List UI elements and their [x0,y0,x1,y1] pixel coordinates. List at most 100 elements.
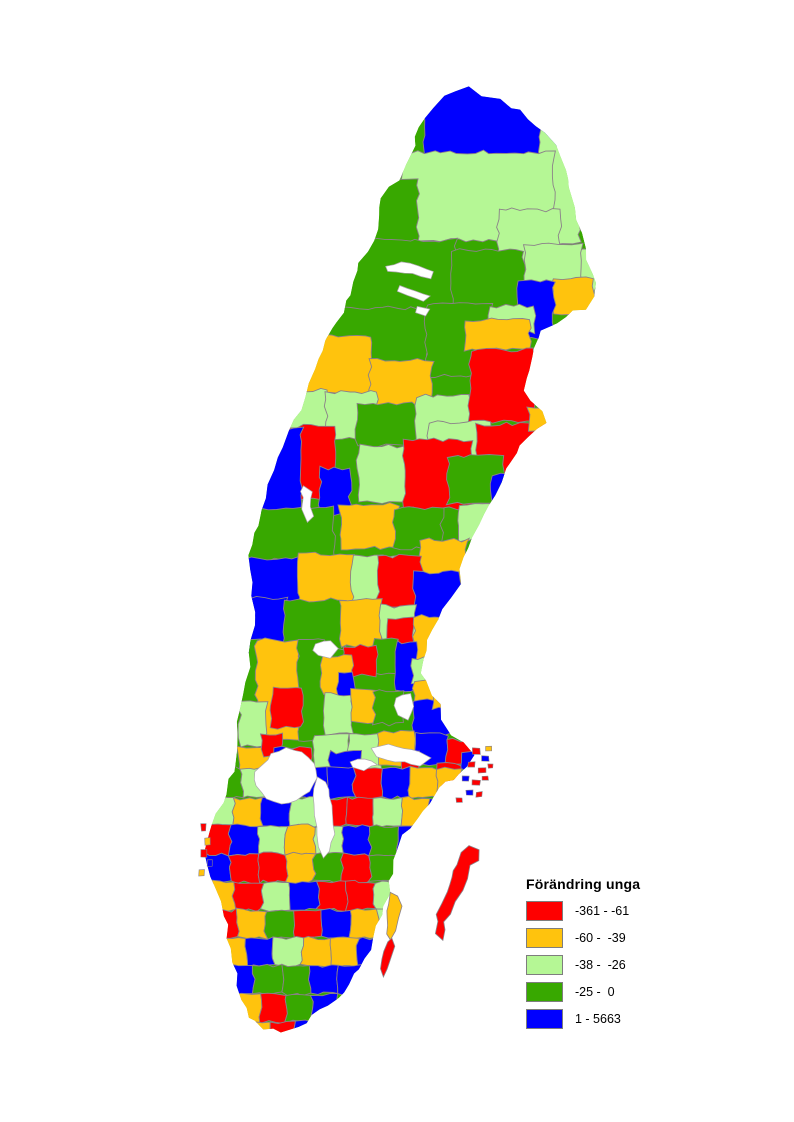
lake [385,261,434,280]
gotland-island [434,845,480,942]
legend-swatch [526,901,563,921]
municipality-cell [227,853,261,884]
municipality-cell [241,1020,273,1033]
municipality-cell [489,472,541,526]
municipality-cell [315,880,349,912]
lake [396,285,431,302]
municipality-cell [281,963,312,997]
coastal-islet [461,775,470,782]
municipality-cell [263,909,296,940]
coastal-islet [200,823,207,832]
municipality-cell [244,936,276,968]
municipality-cell [299,935,332,968]
municipality-cell [337,502,401,551]
municipality-cell [324,766,357,800]
coastal-islet [487,763,494,769]
municipality-cell [308,964,339,995]
lake [393,693,415,721]
coastal-islet [467,761,476,768]
municipality-cell [283,993,314,1025]
municipality-cell [322,692,355,737]
legend-row: -25 - 0 [526,982,706,1002]
coastal-islet [471,779,481,786]
legend-swatch [526,1009,563,1029]
municipality-cell [283,823,317,856]
municipality-cell [251,963,285,996]
municipality-cell [435,766,463,800]
lake [349,758,379,772]
legend-row: -60 - -39 [526,928,706,948]
municipality-cell [380,765,411,801]
municipality-cell [320,908,352,940]
oland-north-island [386,891,403,941]
municipality-cell [526,405,560,432]
municipality-cell [239,425,305,515]
coastal-islet [204,837,211,846]
municipality-cell [231,881,265,913]
municipality-cell [412,614,461,663]
municipality-cell [464,537,516,584]
municipality-cell [336,963,364,997]
municipality-cell [329,936,361,969]
municipality-cell [271,936,305,968]
legend-row: -361 - -61 [526,901,706,921]
municipality-cell [327,237,459,315]
municipality-cell [269,686,304,730]
municipality-cell [457,503,501,544]
legend-swatch [526,955,563,975]
municipality-cell [211,765,244,801]
municipality-cell [309,992,341,1025]
municipality-cell [427,797,452,828]
municipality-cell [407,765,439,800]
municipality-cell [467,347,536,424]
municipality-cell [257,851,289,885]
lake [415,305,431,317]
coastal-islet [485,745,493,752]
lake [253,747,318,805]
municipality-cell [223,964,256,995]
municipality-cell [257,825,289,856]
municipality-cell [215,937,249,969]
municipality-cell [367,824,399,857]
municipality-cell [204,879,237,912]
legend-swatch [526,982,563,1002]
municipality-cell [372,796,404,828]
municipality-cell [311,851,345,884]
municipality-cell [258,992,288,1025]
municipality-cell [288,880,321,911]
municipality-cell [284,851,317,885]
municipality-cell [410,655,444,685]
municipality-cell [351,766,384,801]
municipality-cell [293,1019,325,1033]
municipality-cell [340,852,373,885]
municipality-cell [431,685,465,711]
municipality-cell [207,907,240,940]
municipality-cell [241,505,336,563]
municipality-cell [345,796,375,828]
coastal-islet [455,797,463,803]
legend-label: -25 - 0 [575,985,615,999]
municipality-cell [395,852,420,884]
municipality-cell [355,936,380,969]
coastal-islet [206,859,213,867]
municipality-cell [348,908,381,940]
lake [300,485,315,524]
municipality-cell [232,992,263,1025]
coastal-islet [465,789,474,796]
municipality-cell [259,881,291,912]
municipality-cell [295,333,374,397]
legend-swatch [526,928,563,948]
municipality-cell [367,854,399,883]
legend-label: -60 - -39 [575,931,626,945]
municipality-cell [235,907,269,941]
lake [312,776,336,859]
municipality-cell [269,1020,297,1033]
coastal-islet [477,767,487,774]
municipality-cell [400,795,433,827]
legend-row: 1 - 5663 [526,1009,706,1029]
coastal-islet [200,849,208,858]
municipality-cell [344,879,377,912]
legend-label: -361 - -61 [575,904,630,918]
